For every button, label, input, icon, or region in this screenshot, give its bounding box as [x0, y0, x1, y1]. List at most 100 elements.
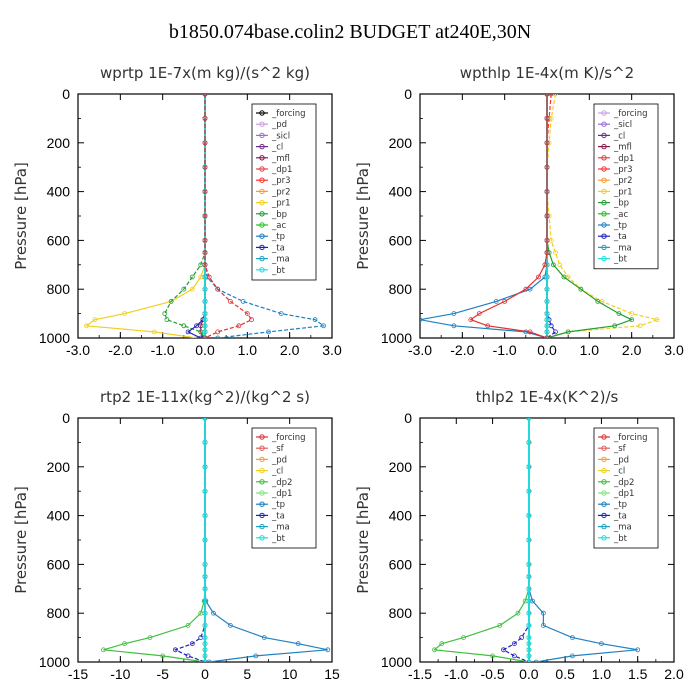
legend-label: _bt	[613, 534, 628, 544]
data-point	[553, 329, 558, 335]
data-point	[432, 647, 437, 653]
x-tick-label: 2.0	[280, 342, 300, 358]
data-point	[533, 659, 539, 662]
data-point	[612, 323, 618, 329]
data-point	[526, 418, 532, 421]
data-point	[202, 311, 208, 317]
data-point	[189, 274, 195, 280]
legend-label: _pr1	[271, 199, 291, 209]
legend-marker	[601, 166, 607, 172]
data-point	[240, 298, 246, 304]
legend-marker	[601, 121, 607, 127]
data-point	[244, 311, 250, 317]
data-point	[84, 323, 89, 329]
x-tick-label: -1.0	[493, 342, 517, 358]
y-axis-label: Pressure [hPa]	[12, 162, 30, 270]
data-point	[185, 329, 191, 335]
legend-marker	[601, 490, 607, 496]
legend-marker	[259, 155, 265, 161]
legend-marker	[601, 177, 607, 183]
legend-label: _pr2	[613, 176, 633, 186]
legend-marker	[601, 479, 607, 485]
data-point	[202, 586, 208, 592]
data-point	[485, 323, 491, 329]
legend-label: _ma	[271, 255, 290, 265]
data-point	[451, 311, 457, 317]
data-point	[202, 262, 208, 268]
series-line-dp2	[433, 418, 530, 662]
series-line-unlabeled	[204, 94, 253, 338]
data-point	[565, 329, 571, 335]
x-tick-label: 0.0	[195, 342, 215, 358]
data-point	[544, 250, 550, 256]
data-point	[502, 298, 508, 304]
data-point	[325, 647, 331, 653]
data-point	[540, 623, 546, 628]
data-point	[544, 116, 550, 121]
series-group	[420, 94, 660, 338]
legend-marker	[601, 155, 607, 161]
legend-marker	[601, 211, 607, 217]
series-group	[84, 94, 326, 338]
legend-marker	[601, 523, 607, 530]
legend-marker	[259, 222, 265, 228]
legend-marker	[259, 199, 265, 206]
data-point	[202, 537, 208, 543]
y-tick-label: 0	[62, 410, 70, 426]
data-point	[202, 513, 208, 518]
legend-marker	[259, 479, 265, 485]
data-point	[570, 653, 575, 659]
data-point	[511, 653, 517, 659]
legend-label: _tp	[613, 500, 627, 510]
data-point	[202, 329, 208, 335]
data-point	[147, 635, 153, 640]
legend-label: _cl	[613, 467, 625, 477]
data-point	[501, 647, 506, 653]
data-point	[202, 286, 208, 292]
data-point	[599, 641, 604, 647]
legend-marker	[259, 255, 265, 262]
data-point	[202, 418, 208, 421]
legend-marker	[259, 166, 265, 172]
data-point	[526, 635, 532, 640]
legend-marker	[259, 211, 265, 217]
data-point	[261, 635, 267, 640]
data-point	[544, 323, 550, 329]
data-point	[544, 335, 550, 338]
data-point	[202, 116, 208, 121]
data-point	[321, 323, 326, 329]
legend-label: _pd	[271, 120, 287, 130]
panel-title: rtp2 1E-11x(kg^2)/(kg^2 s)	[100, 388, 310, 406]
data-point	[490, 653, 495, 659]
legend: _forcing_sf_pd _cl_dp2_dp1_tp_ta _ma_bt	[593, 427, 659, 549]
y-tick-label: 200	[389, 459, 413, 475]
data-point	[202, 237, 208, 243]
legend-marker	[259, 132, 265, 139]
legend-label: _pr2	[271, 187, 291, 197]
legend-marker	[601, 445, 607, 451]
y-tick-label: 600	[389, 556, 413, 572]
x-tick-label: 1.0	[592, 666, 612, 682]
data-point	[202, 635, 208, 640]
legend-label: _ta	[271, 511, 285, 521]
data-point	[544, 94, 550, 97]
data-point	[526, 647, 532, 653]
data-point	[92, 317, 98, 323]
legend-marker	[601, 244, 607, 251]
data-point	[461, 635, 466, 640]
data-point	[527, 329, 533, 335]
data-point	[202, 439, 208, 445]
data-point	[181, 323, 187, 329]
legend-label: _tp	[271, 500, 285, 510]
data-point	[172, 647, 178, 653]
y-tick-label: 800	[389, 605, 413, 621]
y-tick-label: 0	[404, 410, 412, 426]
data-point	[526, 653, 532, 659]
legend-label: _cl	[271, 467, 283, 477]
legend-label: _ma	[271, 523, 290, 533]
data-point	[202, 250, 208, 256]
data-point	[312, 317, 318, 323]
x-tick-label: -2.0	[450, 342, 474, 358]
legend-marker	[601, 535, 607, 541]
